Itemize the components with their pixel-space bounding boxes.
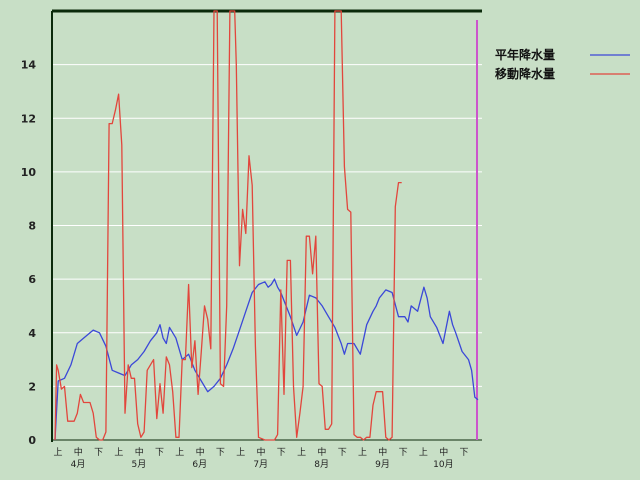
x-month-label: 5月 xyxy=(132,459,147,470)
x-month-label: 8月 xyxy=(314,459,329,470)
x-period-label: 下 xyxy=(277,448,286,458)
y-tick-label: 2 xyxy=(28,380,36,393)
legend-label-2: 移動降水量 xyxy=(495,66,555,81)
x-month-label: 4月 xyxy=(71,459,86,470)
x-month-label: 7月 xyxy=(253,459,268,470)
x-period-label: 中 xyxy=(378,446,387,458)
legend-label-1: 平年降水量 xyxy=(495,47,555,62)
x-period-label: 中 xyxy=(135,446,144,458)
y-tick-label: 12 xyxy=(21,112,36,125)
x-period-label: 中 xyxy=(256,446,265,458)
x-period-label: 上 xyxy=(297,447,306,458)
series-layer xyxy=(54,10,479,441)
x-period-label: 下 xyxy=(216,448,225,458)
series-line-2 xyxy=(54,10,402,441)
x-month-label: 6月 xyxy=(192,459,207,470)
x-month-label: 10月 xyxy=(433,459,453,470)
x-period-label: 下 xyxy=(399,448,408,458)
y-tick-label: 8 xyxy=(28,220,36,233)
ticks-layer: 02468101214上中下上中下上中下上中下上中下上中下上中下4月 5月 6月 7月… xyxy=(21,59,469,470)
y-tick-label: 6 xyxy=(28,273,36,286)
x-period-label: 上 xyxy=(53,447,62,458)
x-period-label: 中 xyxy=(74,446,83,458)
x-period-label: 中 xyxy=(439,446,448,458)
x-period-label: 下 xyxy=(459,448,468,458)
grid-layer xyxy=(52,64,482,387)
x-period-label: 中 xyxy=(196,446,205,458)
x-period-label: 上 xyxy=(358,447,367,458)
x-period-label: 上 xyxy=(419,447,428,458)
x-period-label: 下 xyxy=(338,448,347,458)
x-period-label: 上 xyxy=(114,447,123,458)
y-tick-label: 10 xyxy=(21,166,37,179)
y-tick-label: 4 xyxy=(28,327,36,340)
x-period-label: 下 xyxy=(94,448,103,458)
x-period-label: 下 xyxy=(155,448,164,458)
series-line-1 xyxy=(54,278,479,441)
x-period-label: 上 xyxy=(236,447,245,458)
y-tick-label: 14 xyxy=(21,59,37,72)
x-period-label: 上 xyxy=(175,447,184,458)
x-month-label: 9月 xyxy=(375,459,390,470)
y-tick-label: 0 xyxy=(28,434,36,447)
x-period-label: 中 xyxy=(317,446,326,458)
axes-layer xyxy=(51,9,482,442)
